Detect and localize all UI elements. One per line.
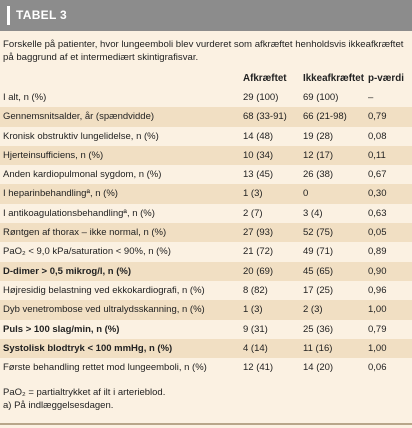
- cell-afkraeftet: 4 (14): [243, 342, 268, 354]
- row-label: Højresidig belastning ved ekkokardiograf…: [3, 284, 205, 296]
- row-label: Anden kardiopulmonal sygdom, n (%): [3, 169, 162, 181]
- column-header-ikkeafkraeftet: Ikkeafkræftet: [303, 73, 364, 84]
- row-label: Kronisk obstruktiv lungelidelse, n (%): [3, 130, 159, 142]
- cell-afkraeftet: 8 (82): [243, 284, 268, 296]
- cell-ikkeafkraeftet: 17 (25): [303, 284, 334, 296]
- cell-p-value: –: [368, 92, 374, 103]
- cell-ikkeafkraeftet: 45 (65): [303, 265, 334, 277]
- cell-p-value: 0,79: [368, 323, 387, 335]
- header-accent-bar: [7, 6, 10, 25]
- table-row: I heparinbehandlingª, n (%) 1 (3) 0 0,30: [0, 184, 412, 204]
- table-row: PaO₂ < 9,0 kPa/saturation < 90%, n (%) 21…: [0, 242, 412, 261]
- footnote-a: a) På indlæggelsesdagen.: [3, 399, 114, 411]
- cell-afkraeftet: 20 (69): [243, 265, 274, 277]
- cell-afkraeftet: 29 (100): [243, 92, 279, 103]
- table-row: Hjerteinsufficiens, n (%) 10 (34) 12 (17) 0…: [0, 145, 412, 166]
- cell-ikkeafkraeftet: 2 (3): [303, 304, 323, 316]
- cell-ikkeafkraeftet: 3 (4): [303, 207, 323, 219]
- cell-afkraeftet: 1 (3): [243, 304, 263, 316]
- row-label: PaO₂ < 9,0 kPa/saturation < 90%, n (%): [3, 246, 171, 258]
- cell-p-value: 0,08: [368, 130, 387, 142]
- cell-afkraeftet: 27 (93): [243, 227, 274, 239]
- row-label: I antikoagulationsbehandlingª, n (%): [3, 207, 155, 219]
- table-row: Anden kardiopulmonal sygdom, n (%) 13 (45…: [0, 165, 412, 184]
- cell-ikkeafkraeftet: 25 (36): [303, 323, 334, 335]
- cell-afkraeftet: 12 (41): [243, 362, 274, 374]
- row-label: I alt, n (%): [3, 92, 47, 103]
- cell-p-value: 0,96: [368, 284, 387, 296]
- cell-afkraeftet: 1 (3): [243, 188, 263, 200]
- table-row: D-dimer > 0,5 mikrog/l, n (%) 20 (69) 45 (…: [0, 261, 412, 281]
- table-row: Kronisk obstruktiv lungelidelse, n (%) 14…: [0, 127, 412, 146]
- row-label: Systolisk blodtryk < 100 mmHg, n (%): [3, 342, 173, 354]
- cell-p-value: 0,67: [368, 169, 387, 181]
- footnote-pao2: PaO₂ = partialtrykket af ilt i arteriebl…: [3, 387, 166, 398]
- cell-p-value: 0,89: [368, 246, 387, 258]
- row-label: Dyb venetrombose ved ultralydsskanning, …: [3, 304, 205, 316]
- cell-p-value: 0,30: [368, 188, 387, 200]
- cell-p-value: 0,63: [368, 207, 387, 219]
- cell-afkraeftet: 10 (34): [243, 149, 274, 161]
- cell-ikkeafkraeftet: 26 (38): [303, 169, 334, 181]
- cell-afkraeftet: 2 (7): [243, 207, 263, 219]
- table-row: Dyb venetrombose ved ultralydsskanning, …: [0, 300, 412, 320]
- cell-afkraeftet: 68 (33-91): [243, 111, 287, 123]
- cell-p-value: 0,06: [368, 362, 387, 374]
- table-body: I alt, n (%) 29 (100) 69 (100) – Gennemsnits…: [0, 88, 412, 377]
- table-row: I antikoagulationsbehandlingª, n (%) 2 (7…: [0, 204, 412, 223]
- table-row: Røntgen af thorax – ikke normal, n (%) 27…: [0, 223, 412, 243]
- cell-p-value: 0,05: [368, 227, 387, 239]
- row-label: D-dimer > 0,5 mikrog/l, n (%): [3, 265, 132, 277]
- cell-afkraeftet: 9 (31): [243, 323, 268, 335]
- cell-ikkeafkraeftet: 11 (16): [303, 342, 333, 354]
- row-label: Hjerteinsufficiens, n (%): [3, 149, 104, 161]
- row-label: I heparinbehandlingª, n (%): [3, 188, 118, 200]
- row-label: Røntgen af thorax – ikke normal, n (%): [3, 227, 167, 239]
- table-row: Højresidig belastning ved ekkokardiograf…: [0, 281, 412, 300]
- table-header-bar: TABEL 3: [0, 0, 412, 31]
- cell-ikkeafkraeftet: 12 (17): [303, 149, 334, 161]
- cell-ikkeafkraeftet: 0: [303, 188, 309, 200]
- cell-p-value: 1,00: [368, 342, 387, 354]
- row-label: Gennemsnitsalder, år (spændvidde): [3, 111, 155, 123]
- cell-ikkeafkraeftet: 66 (21-98): [303, 111, 347, 123]
- cell-ikkeafkraeftet: 19 (28): [303, 130, 334, 142]
- table-row: Puls > 100 slag/min, n (%) 9 (31) 25 (36) 0…: [0, 320, 412, 339]
- footnotes: PaO₂ = partialtrykket af ilt i arteriebl…: [3, 387, 165, 412]
- row-label: Puls > 100 slag/min, n (%): [3, 323, 120, 335]
- table-row: Første behandling rettet mod lungeemboli…: [0, 358, 412, 377]
- table-row: Gennemsnitsalder, år (spændvidde) 68 (33-…: [0, 107, 412, 127]
- cell-p-value: 0,79: [368, 111, 387, 123]
- cell-afkraeftet: 21 (72): [243, 246, 274, 258]
- table-title: TABEL 3: [16, 8, 67, 22]
- cell-ikkeafkraeftet: 69 (100): [303, 92, 339, 103]
- table-caption: Forskelle på patienter, hvor lungeemboli…: [3, 39, 404, 63]
- bottom-divider: [0, 423, 412, 425]
- row-label: Første behandling rettet mod lungeemboli…: [3, 362, 207, 374]
- cell-afkraeftet: 13 (45): [243, 169, 274, 181]
- cell-ikkeafkraeftet: 14 (20): [303, 362, 334, 374]
- cell-p-value: 0,11: [368, 149, 386, 161]
- table-row: I alt, n (%) 29 (100) 69 (100) –: [0, 88, 412, 107]
- cell-afkraeftet: 14 (48): [243, 130, 274, 142]
- column-header-afkraeftet: Afkræftet: [243, 73, 287, 84]
- cell-p-value: 1,00: [368, 304, 387, 316]
- cell-ikkeafkraeftet: 49 (71): [303, 246, 334, 258]
- cell-ikkeafkraeftet: 52 (75): [303, 227, 334, 239]
- cell-p-value: 0,90: [368, 265, 387, 277]
- column-header-p-value: p-værdi: [368, 73, 404, 84]
- table-row: Systolisk blodtryk < 100 mmHg, n (%) 4 (1…: [0, 338, 412, 359]
